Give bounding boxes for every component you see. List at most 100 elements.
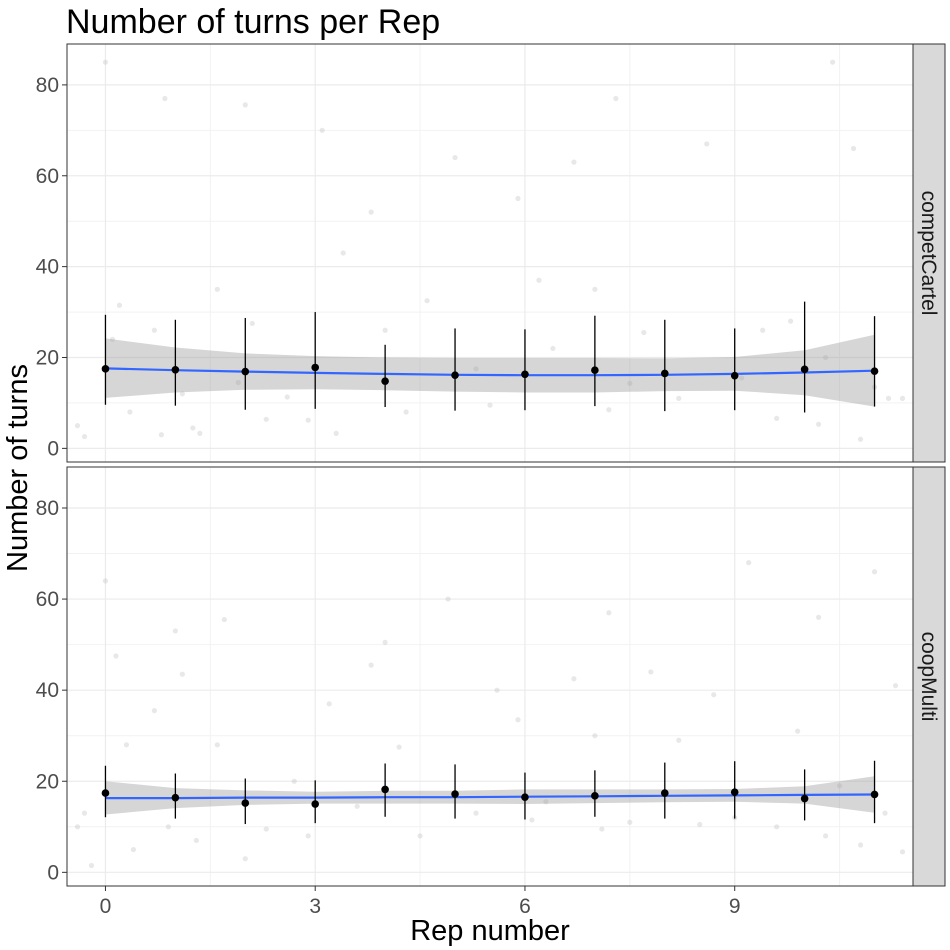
mean-point bbox=[311, 363, 320, 372]
x-tick-label: 6 bbox=[519, 895, 531, 918]
raw-point bbox=[543, 799, 549, 805]
raw-point bbox=[816, 421, 822, 427]
raw-point bbox=[340, 250, 346, 256]
raw-point bbox=[850, 145, 857, 152]
facet-strip-label: coopMulti bbox=[917, 632, 940, 722]
raw-point bbox=[221, 616, 227, 623]
raw-point bbox=[627, 819, 633, 825]
raw-point bbox=[550, 345, 556, 352]
y-tick-label: 0 bbox=[47, 437, 59, 460]
raw-point bbox=[158, 432, 164, 438]
raw-point bbox=[130, 846, 137, 853]
panel-coopMulti: 0 20 40 60 80 coopMulti bbox=[36, 466, 946, 887]
smooth-line bbox=[105, 367, 875, 377]
raw-point bbox=[473, 810, 479, 816]
raw-point bbox=[487, 402, 493, 408]
raw-point bbox=[88, 862, 95, 869]
raw-point bbox=[892, 683, 899, 689]
raw-point bbox=[214, 742, 220, 748]
panel-border bbox=[66, 466, 914, 887]
raw-point bbox=[333, 430, 339, 436]
raw-point bbox=[102, 578, 109, 584]
mean-point bbox=[171, 793, 180, 802]
raw-point bbox=[606, 610, 612, 616]
raw-point bbox=[697, 821, 703, 828]
mean-point bbox=[451, 790, 459, 798]
raw-point bbox=[179, 391, 185, 397]
raw-point bbox=[882, 810, 888, 816]
raw-point bbox=[74, 423, 81, 429]
raw-point bbox=[774, 824, 780, 830]
x-tick-label: 3 bbox=[309, 895, 321, 918]
raw-point bbox=[172, 628, 178, 634]
raw-point bbox=[641, 329, 647, 336]
raw-point bbox=[319, 127, 325, 133]
raw-point bbox=[823, 354, 829, 361]
raw-point bbox=[214, 286, 220, 292]
raw-point bbox=[263, 416, 269, 422]
mean-point bbox=[591, 792, 599, 800]
panel-border bbox=[66, 43, 914, 463]
raw-point bbox=[529, 817, 535, 823]
raw-point bbox=[515, 195, 521, 202]
mean-point bbox=[171, 365, 180, 374]
raw-point bbox=[613, 95, 619, 102]
raw-point bbox=[151, 708, 157, 714]
raw-point bbox=[284, 394, 290, 400]
raw-point bbox=[382, 327, 388, 333]
raw-point bbox=[179, 671, 185, 677]
y-tick-label: 20 bbox=[36, 347, 59, 370]
facet-panels: 0 20 40 60 80 competCartel 0 20 40 60 80 coopMulti bbox=[36, 43, 946, 887]
mean-point bbox=[870, 790, 879, 799]
raw-point bbox=[606, 407, 612, 413]
raw-point bbox=[81, 810, 88, 816]
raw-point bbox=[382, 639, 388, 645]
mean-point bbox=[660, 369, 669, 378]
raw-point bbox=[571, 159, 577, 165]
mean-point bbox=[660, 789, 669, 797]
raw-point bbox=[899, 849, 906, 855]
raw-point bbox=[162, 95, 168, 102]
y-tick-label: 60 bbox=[36, 588, 59, 611]
confidence-band bbox=[105, 334, 875, 407]
raw-point bbox=[116, 302, 123, 308]
x-axis-title: Rep number bbox=[410, 915, 570, 947]
mean-point bbox=[591, 366, 599, 375]
y-tick-label: 60 bbox=[36, 165, 59, 188]
raw-point bbox=[599, 826, 605, 832]
raw-point bbox=[249, 320, 255, 327]
mean-point bbox=[381, 785, 389, 794]
raw-point bbox=[235, 379, 241, 386]
raw-point bbox=[774, 415, 780, 421]
raw-point bbox=[704, 141, 710, 147]
raw-point bbox=[326, 701, 332, 707]
raw-point bbox=[263, 826, 269, 832]
raw-point bbox=[113, 653, 119, 659]
raw-point bbox=[836, 783, 843, 789]
facet-strip bbox=[912, 43, 946, 463]
raw-point bbox=[190, 425, 196, 431]
raw-point bbox=[242, 856, 248, 862]
raw-point bbox=[102, 59, 109, 65]
raw-point bbox=[739, 375, 745, 381]
panel-competCartel: 0 20 40 60 80 competCartel bbox=[36, 43, 946, 463]
raw-point bbox=[788, 318, 794, 324]
raw-point bbox=[81, 433, 88, 440]
raw-point bbox=[795, 728, 801, 734]
raw-point bbox=[571, 676, 577, 682]
mean-point bbox=[101, 365, 110, 373]
raw-point bbox=[403, 409, 409, 415]
raw-point bbox=[165, 824, 171, 830]
raw-point bbox=[648, 669, 654, 675]
mean-point bbox=[241, 799, 250, 807]
raw-point bbox=[396, 744, 402, 750]
raw-point bbox=[109, 336, 116, 342]
mean-point bbox=[451, 371, 459, 380]
mean-point bbox=[800, 365, 809, 374]
raw-point bbox=[74, 824, 81, 830]
mean-point bbox=[521, 370, 529, 379]
y-axis-title: Number of turns bbox=[2, 364, 34, 572]
raw-point bbox=[857, 842, 864, 848]
raw-point bbox=[746, 560, 752, 566]
